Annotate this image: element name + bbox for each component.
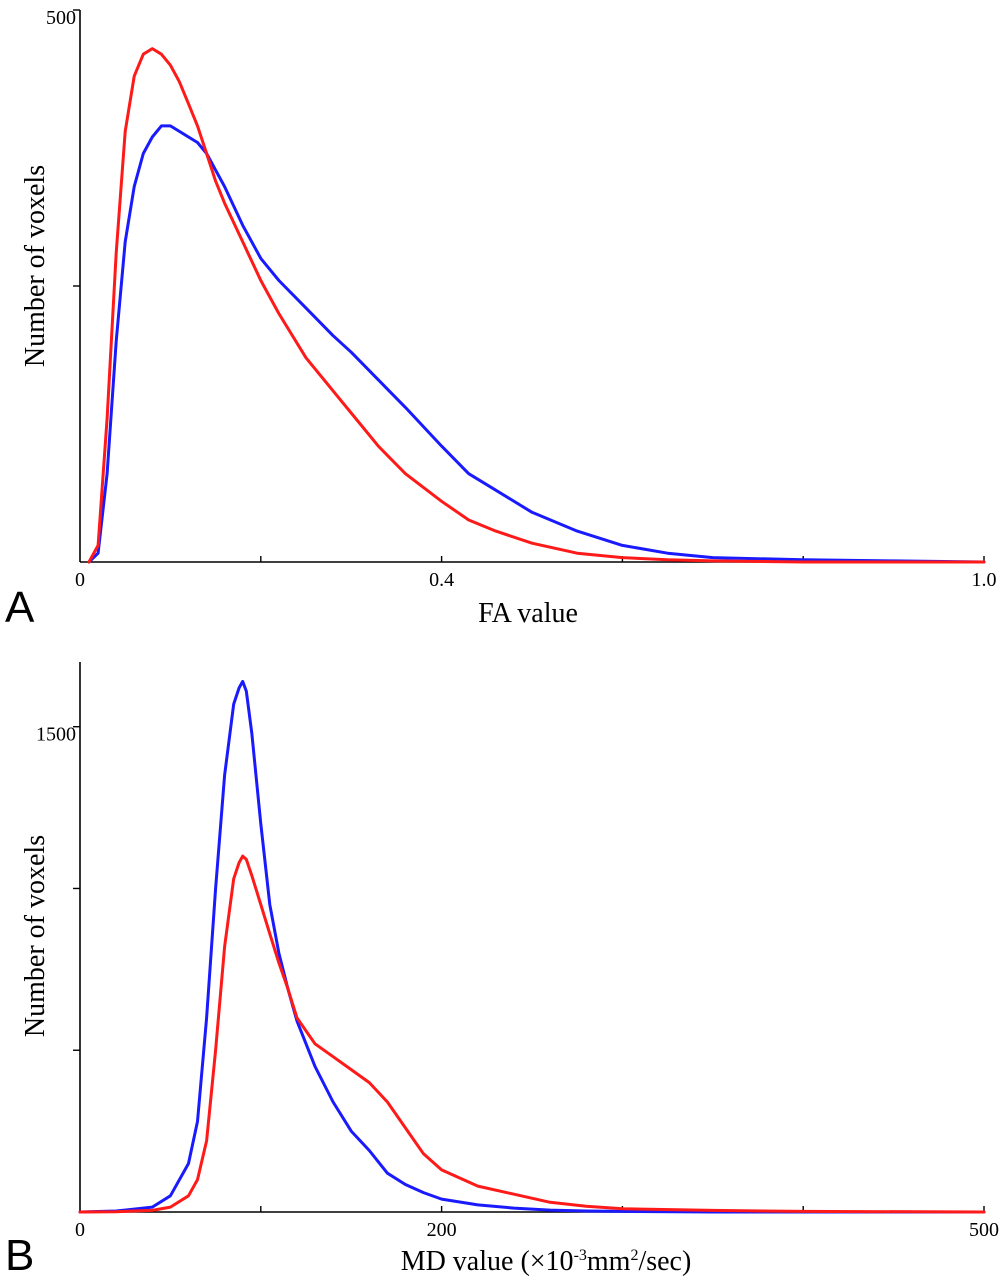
panel-b-x-axis-title-sup2: 2	[630, 1247, 638, 1264]
panel-a-x-axis-title: FA value	[478, 598, 578, 629]
panel-b-x-axis-title-start: MD value (×10	[401, 1246, 574, 1277]
panel-b-y-axis-title: Number of voxels	[20, 835, 51, 1037]
panel-a-x-tick-label: 1.0	[972, 569, 997, 591]
panel-a-series-group	[87, 47, 986, 564]
panel-b-y-tick-label: 1500	[36, 724, 76, 746]
panel-b-series-line-1	[78, 679, 986, 1214]
panel-b-x-axis-title: MD value (×10-3mm2/sec)	[401, 1246, 692, 1277]
panel-b-x-tick-label: 0	[75, 1219, 85, 1241]
panel-a-ticks: 0 0.4 1.0 500	[46, 7, 997, 591]
panel-b-x-axis-title-sup: -3	[574, 1247, 587, 1264]
panel-b-series-group	[78, 679, 986, 1214]
panel-a-letter: A	[5, 583, 35, 632]
panel-b-x-tick-label: 200	[427, 1219, 457, 1241]
panel-b-ticks: 0 200 500 1500	[36, 724, 999, 1241]
panel-a-series-line-1	[87, 124, 986, 564]
panel-b-x-axis-title-end: /sec)	[638, 1246, 691, 1277]
panel-b-x-tick-label: 500	[969, 1219, 999, 1241]
panel-b-series-line-2	[78, 854, 986, 1214]
panel-b-letter: B	[5, 1231, 34, 1280]
panel-a-x-tick-label: 0.4	[429, 569, 454, 591]
panel-b-chart: 0 200 500 1500 MD value (×10-3mm2/sec) Numb…	[5, 662, 999, 1280]
panel-b-x-axis-title-mid: mm	[587, 1246, 631, 1277]
panel-a-chart: 0 0.4 1.0 500 FA value Number of voxels A	[5, 7, 997, 632]
panel-a-series-line-2	[87, 47, 986, 564]
panel-a-y-axis-title: Number of voxels	[20, 165, 51, 367]
panel-a-x-tick-label: 0	[75, 569, 85, 591]
panel-a-y-tick-label: 500	[46, 7, 76, 29]
